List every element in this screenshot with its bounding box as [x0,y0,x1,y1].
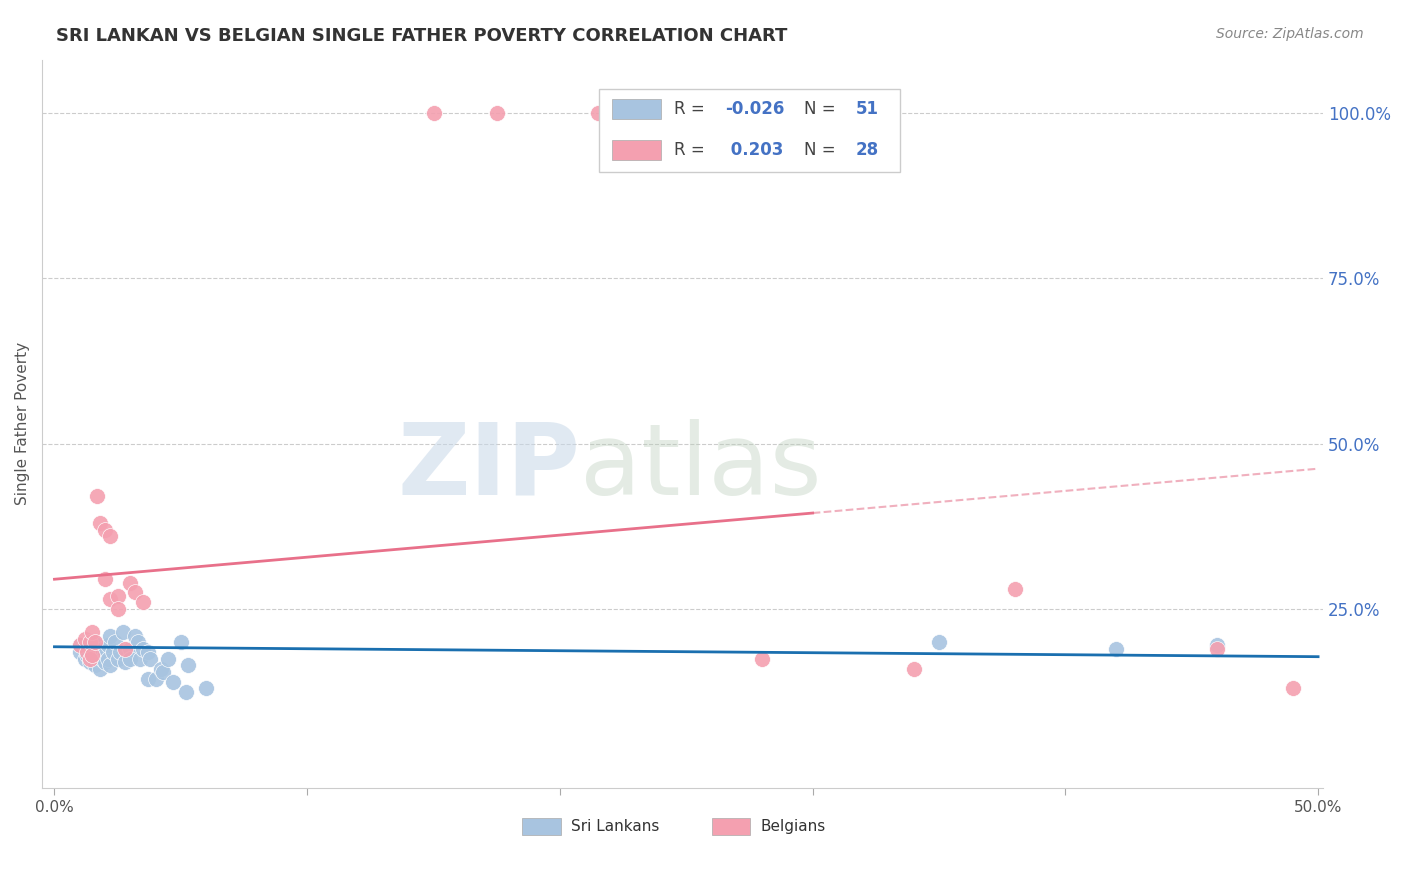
Point [98,658,121,673]
Point [89,645,111,659]
Point [82,625,104,640]
Point [98,628,121,642]
Point [76,641,98,656]
Point [73,639,96,653]
Point [82,651,104,665]
Point [89,516,111,530]
Text: 51: 51 [855,100,879,118]
Point [96,651,118,665]
Point [94,523,117,537]
Point [174,685,197,699]
Text: atlas: atlas [579,419,821,516]
FancyBboxPatch shape [522,818,561,835]
Point [98,592,121,607]
Point [170,635,193,649]
Point [127,635,149,649]
Text: Source: ZipAtlas.com: Source: ZipAtlas.com [1216,27,1364,41]
Point [73,632,96,646]
Point [485,105,508,120]
Point [114,655,136,669]
Point [124,628,146,642]
Point [1281,681,1303,696]
Point [422,105,444,120]
Point [76,645,98,659]
Point [114,641,136,656]
Text: Sri Lankans: Sri Lankans [571,819,659,834]
Text: R =: R = [673,100,710,118]
Point [94,645,117,659]
Point [124,585,146,599]
Point [177,658,200,673]
Point [86,490,108,504]
Point [94,572,117,586]
Point [149,662,172,676]
Point [91,651,114,665]
Point [79,655,101,669]
Point [132,595,155,609]
Point [162,674,184,689]
Point [139,651,162,665]
Point [152,665,174,679]
Text: Belgians: Belgians [761,819,825,834]
Point [107,602,129,616]
Text: -0.026: -0.026 [724,100,785,118]
Point [83,658,105,673]
Point [104,635,127,649]
Point [136,645,159,659]
Text: N =: N = [804,100,841,118]
Point [129,651,152,665]
Point [79,635,101,649]
Point [136,672,159,686]
Text: R =: R = [673,141,710,159]
Point [928,635,950,649]
Point [101,645,124,659]
Text: ZIP: ZIP [396,419,579,516]
Point [91,641,114,656]
Point [1105,641,1128,656]
Point [79,651,101,665]
Point [107,651,129,665]
FancyBboxPatch shape [612,140,661,160]
Point [69,639,91,653]
Text: 0.203: 0.203 [724,141,783,159]
Point [586,105,609,120]
FancyBboxPatch shape [711,818,751,835]
Point [69,639,91,653]
Point [82,648,104,663]
Point [751,651,773,665]
Point [195,681,218,696]
FancyBboxPatch shape [612,99,661,120]
Point [145,672,167,686]
Point [83,635,105,649]
Text: N =: N = [804,141,841,159]
Point [107,589,129,603]
Point [111,625,134,640]
Point [157,651,180,665]
Point [1004,582,1026,597]
Point [1206,639,1229,653]
Point [79,639,101,653]
Point [903,662,925,676]
Point [98,529,121,543]
Point [120,651,142,665]
Y-axis label: Single Father Poverty: Single Father Poverty [15,343,30,505]
Point [94,655,117,669]
Point [96,639,118,653]
Point [108,645,131,659]
Point [89,662,111,676]
Point [120,575,142,590]
Point [82,645,104,659]
Point [120,641,142,656]
Text: 28: 28 [855,141,879,159]
Point [1206,641,1229,656]
Point [86,651,108,665]
Point [83,635,105,649]
Text: SRI LANKAN VS BELGIAN SINGLE FATHER POVERTY CORRELATION CHART: SRI LANKAN VS BELGIAN SINGLE FATHER POVE… [56,27,787,45]
Point [73,651,96,665]
Point [86,639,108,653]
Point [132,641,155,656]
FancyBboxPatch shape [599,88,900,172]
Point [76,648,98,663]
Point [69,645,91,659]
